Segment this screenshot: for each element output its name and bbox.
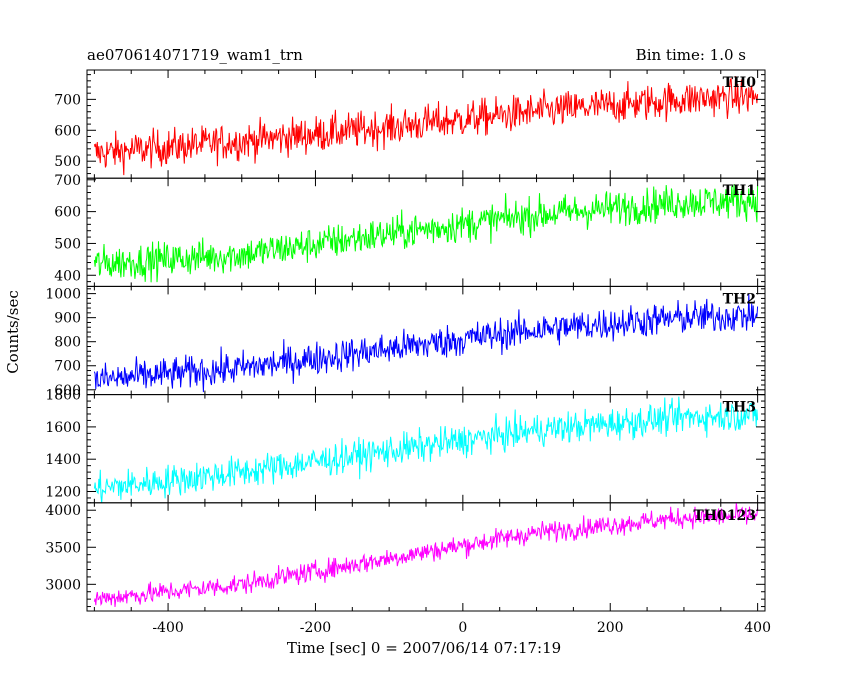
y-tick-label: 600 xyxy=(54,205,81,221)
x-tick-label: -400 xyxy=(152,620,183,636)
y-tick-label: 1200 xyxy=(45,484,81,500)
y-tick-label: 900 xyxy=(54,311,81,327)
y-tick-label: 3500 xyxy=(45,540,81,556)
panel-label-th2: TH2 xyxy=(723,291,756,307)
series-line-th1 xyxy=(93,184,759,283)
panel-label-th3: TH3 xyxy=(723,400,756,416)
y-tick-label: 600 xyxy=(54,123,81,139)
y-tick-label: 1000 xyxy=(45,287,81,303)
y-tick-label: 500 xyxy=(54,236,81,252)
y-tick-label: 700 xyxy=(54,359,81,375)
y-tick-label: 1800 xyxy=(45,388,81,404)
y-tick-label: 500 xyxy=(54,154,81,170)
panel-label-th1: TH1 xyxy=(723,183,756,199)
series-line-th2 xyxy=(93,293,759,393)
y-tick-label: 700 xyxy=(54,173,81,189)
y-tick-label: 1400 xyxy=(45,452,81,468)
panel-label-th0: TH0 xyxy=(723,75,757,91)
header-bin-time: Bin time: 1.0 s xyxy=(636,46,746,64)
y-axis-title: Counts/sec xyxy=(4,290,22,374)
series-line-th0 xyxy=(93,76,759,176)
panels-group: 500 600 700 TH0 400 500 600 700 TH1 600 700 800 900 1… xyxy=(45,69,771,636)
header-title: ae070614071719_wam1_trn xyxy=(87,46,303,64)
x-tick-label: 0 xyxy=(458,620,467,636)
panel-label-th0123: TH0123 xyxy=(693,508,756,524)
y-tick-label: 400 xyxy=(54,268,81,284)
y-tick-label: 3000 xyxy=(45,577,81,593)
panel-frame xyxy=(86,285,766,396)
y-tick-label: 1600 xyxy=(45,420,81,436)
series-line-th0123 xyxy=(93,502,759,608)
series-line-th3 xyxy=(93,396,759,503)
x-tick-label: -200 xyxy=(300,620,331,636)
y-tick-label: 700 xyxy=(54,92,81,108)
panel-frame xyxy=(86,177,766,287)
y-tick-label: 600 xyxy=(54,383,81,399)
y-tick-label: 4000 xyxy=(45,503,81,519)
y-tick-label: 800 xyxy=(54,335,81,351)
x-axis-title: Time [sec] 0 = 2007/06/14 07:17:19 xyxy=(287,639,561,657)
x-tick-label: 400 xyxy=(744,620,771,636)
x-tick-label: 200 xyxy=(597,620,624,636)
